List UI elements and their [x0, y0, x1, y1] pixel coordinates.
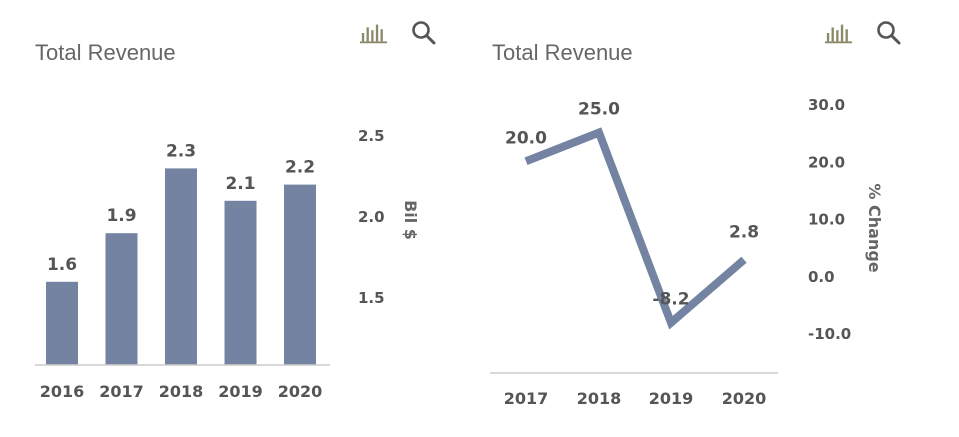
- data-label: -8.2: [652, 290, 689, 310]
- y-tick-label: 20.0: [808, 153, 845, 171]
- y-tick-label: 0.0: [808, 268, 835, 286]
- data-label: 2.2: [285, 158, 315, 178]
- data-label: 25.0: [578, 100, 620, 120]
- data-label: 20.0: [505, 128, 547, 148]
- y-tick-label: 30.0: [808, 96, 845, 114]
- chart-title: Total Revenue: [35, 40, 176, 65]
- x-tick-label: 2020: [278, 382, 323, 401]
- bar-chart-icon[interactable]: [825, 20, 853, 46]
- data-label: 2.8: [729, 223, 759, 243]
- chart-toolbar: [825, 20, 903, 46]
- y-axis-label: Bil $: [401, 200, 420, 240]
- bar: [105, 233, 138, 365]
- bar-chart-panel: Total Revenue 1.6 2016 1.9 2017 2.3 2018 2.1 20…: [0, 0, 460, 437]
- x-tick-label: 2018: [159, 382, 204, 401]
- bar: [165, 168, 197, 365]
- bar: [224, 200, 257, 365]
- y-axis-label: % Change: [865, 183, 884, 272]
- y-tick-label: 2.5: [358, 127, 385, 145]
- x-tick-label: 2016: [40, 382, 85, 401]
- line-chart-panel: Total Revenue 20.0 25.0 -8.2 2.8 2017 2018 201…: [460, 0, 959, 437]
- x-tick-label: 2020: [722, 389, 767, 408]
- chart-title: Total Revenue: [492, 40, 633, 65]
- search-icon[interactable]: [410, 20, 438, 46]
- x-tick-label: 2017: [99, 382, 144, 401]
- bar-chart-icon[interactable]: [360, 20, 388, 46]
- y-tick-label: -10.0: [808, 325, 851, 343]
- bar: [46, 281, 78, 365]
- y-tick-label: 1.5: [358, 289, 385, 307]
- y-tick-label: 10.0: [808, 211, 845, 229]
- series-line: [524, 127, 747, 330]
- chart-toolbar: [360, 20, 438, 46]
- data-label: 1.9: [106, 206, 136, 226]
- x-tick-label: 2019: [218, 382, 263, 401]
- data-label: 1.6: [47, 255, 77, 275]
- x-tick-label: 2019: [649, 389, 694, 408]
- search-icon[interactable]: [875, 20, 903, 46]
- bar-chart: 1.6 2016 1.9 2017 2.3 2018 2.1 2019 2.2 2020 1.5 2.…: [35, 127, 420, 401]
- y-tick-label: 2.0: [358, 208, 385, 226]
- bar: [284, 184, 316, 365]
- x-tick-label: 2018: [577, 389, 622, 408]
- x-tick-label: 2017: [504, 389, 549, 408]
- line-chart: 20.0 25.0 -8.2 2.8 2017 2018 2019 2020 -10.0 0.0 1…: [490, 96, 884, 408]
- data-label: 2.3: [166, 141, 196, 161]
- data-label: 2.1: [225, 174, 255, 194]
